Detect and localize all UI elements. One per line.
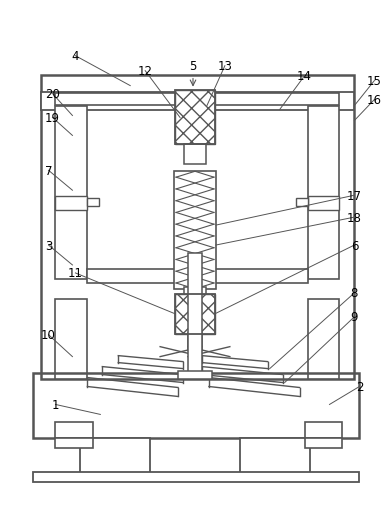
Text: 19: 19 — [45, 112, 60, 125]
Text: 13: 13 — [217, 60, 232, 73]
Bar — [55, 299, 87, 379]
Text: 8: 8 — [351, 287, 358, 300]
Bar — [33, 373, 360, 438]
Text: 1: 1 — [52, 398, 59, 411]
Bar — [41, 75, 354, 379]
Bar — [175, 90, 215, 145]
Bar — [308, 107, 339, 279]
Bar — [184, 287, 206, 301]
Bar — [296, 199, 308, 207]
Bar — [175, 294, 215, 334]
Text: 11: 11 — [68, 267, 83, 280]
Bar — [308, 197, 339, 211]
Text: 20: 20 — [45, 88, 60, 101]
Bar — [80, 438, 150, 476]
Bar — [55, 197, 87, 211]
Text: 9: 9 — [351, 311, 358, 324]
Text: 12: 12 — [138, 65, 153, 78]
Text: 5: 5 — [189, 60, 197, 73]
Bar — [174, 172, 216, 289]
Text: 17: 17 — [347, 189, 362, 203]
Bar — [305, 438, 342, 448]
Text: 16: 16 — [367, 94, 382, 107]
Bar — [175, 294, 215, 334]
Text: 3: 3 — [45, 239, 52, 252]
Bar — [55, 438, 93, 448]
Bar — [240, 438, 310, 476]
Text: 18: 18 — [347, 211, 362, 224]
Text: 6: 6 — [351, 239, 358, 252]
Bar — [55, 423, 93, 438]
Text: 7: 7 — [45, 165, 52, 177]
Bar — [55, 107, 87, 279]
Bar — [178, 371, 212, 379]
Bar — [184, 145, 206, 165]
Bar — [188, 333, 202, 350]
Bar — [87, 269, 308, 283]
Bar — [87, 199, 99, 207]
Bar — [188, 254, 202, 379]
Bar — [308, 299, 339, 379]
Text: 15: 15 — [367, 75, 382, 88]
Bar — [305, 423, 342, 438]
Text: 4: 4 — [72, 50, 79, 63]
Bar — [41, 92, 354, 110]
Bar — [55, 93, 339, 106]
Text: 14: 14 — [297, 70, 312, 83]
Bar — [175, 90, 215, 145]
Text: 2: 2 — [356, 380, 363, 393]
Text: 10: 10 — [41, 329, 56, 341]
Bar — [33, 472, 360, 482]
